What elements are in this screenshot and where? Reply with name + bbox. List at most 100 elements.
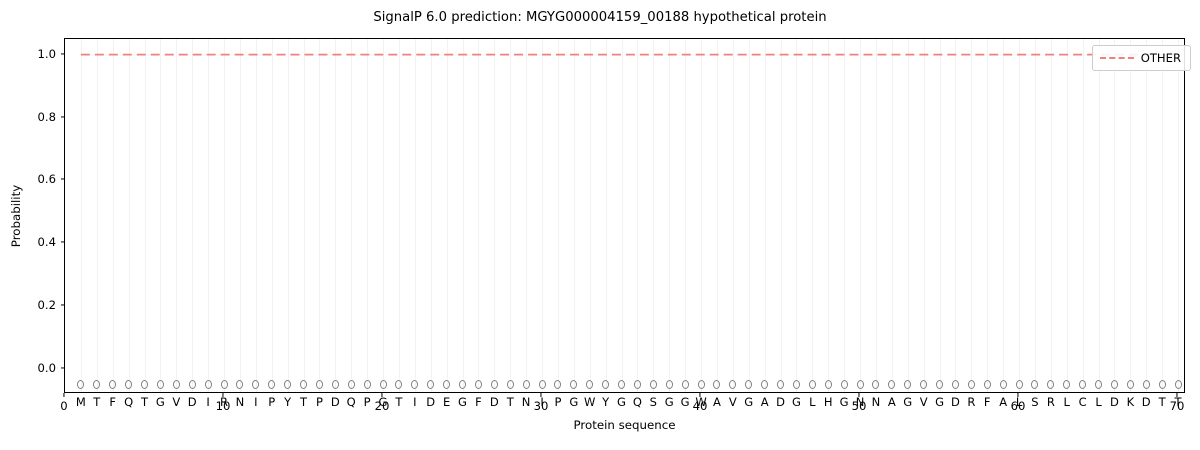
gridline-vertical [430, 39, 432, 392]
residue-marker [347, 380, 355, 390]
residue-marker [172, 380, 180, 390]
gridline-vertical [398, 39, 400, 392]
gridline-vertical [112, 39, 114, 392]
residue-marker [522, 380, 530, 390]
gridline-vertical [701, 39, 703, 392]
residue-marker [888, 380, 896, 390]
residue-marker [1079, 380, 1087, 390]
y-tick-label: 1.0 [37, 46, 56, 61]
x-axis: 0 10 20 30 40 50 60 70 [60, 393, 1185, 423]
gridline-vertical [923, 39, 925, 392]
residue-marker [586, 380, 594, 390]
gridline-vertical [939, 39, 941, 392]
x-tick-mark [222, 393, 224, 397]
gridline-vertical [144, 39, 146, 392]
gridline-vertical [1162, 39, 1164, 392]
chart-legend: OTHER [1091, 45, 1191, 71]
gridlines [65, 39, 1184, 392]
residue-marker [490, 380, 498, 390]
gridline-vertical [971, 39, 973, 392]
residue-marker [570, 380, 578, 390]
residue-marker [1063, 380, 1071, 390]
residue-marker [284, 380, 292, 390]
x-tick-label: 20 [374, 399, 390, 413]
gridline-vertical [907, 39, 909, 392]
residue-marker [125, 380, 133, 390]
residue-marker [538, 380, 546, 390]
x-tick-label: 50 [851, 399, 867, 413]
residue-marker [920, 380, 928, 390]
residue-marker [427, 380, 435, 390]
gridline-vertical [80, 39, 82, 392]
gridline-vertical [732, 39, 734, 392]
gridline-vertical [1050, 39, 1052, 392]
y-tick-mark [60, 53, 64, 55]
residue-marker [713, 380, 721, 390]
residue-marker [268, 380, 276, 390]
residue-marker [761, 380, 769, 390]
residue-marker [1110, 380, 1118, 390]
residue-marker [983, 380, 991, 390]
y-tick-mark [60, 115, 64, 118]
y-tick-label: 0.6 [37, 172, 56, 187]
residue-marker [554, 380, 562, 390]
residue-marker [109, 380, 117, 390]
residue-marker [459, 380, 467, 390]
series-layer [80, 53, 1177, 56]
residue-marker [633, 380, 641, 390]
residue-marker [665, 380, 673, 390]
residue-marker [252, 380, 260, 390]
residue-marker [792, 380, 800, 390]
legend-label-other: OTHER [1140, 51, 1181, 65]
residue-marker [188, 380, 196, 390]
gridline-vertical [335, 39, 337, 392]
gridline-vertical [812, 39, 814, 392]
residue-marker [618, 380, 626, 390]
page-title: SignalP 6.0 prediction: MGYG000004159_00… [373, 10, 827, 25]
gridline-vertical [351, 39, 353, 392]
gridline-vertical [160, 39, 162, 392]
residue-marker [1015, 380, 1023, 390]
gridline-vertical [542, 39, 544, 392]
residue-marker [1095, 380, 1103, 390]
gridline-vertical [1178, 39, 1180, 392]
gridline-vertical [748, 39, 750, 392]
gridline-vertical [1003, 39, 1005, 392]
residue-marker [697, 380, 705, 390]
gridline-vertical [446, 39, 448, 392]
residue-marker [363, 380, 371, 390]
y-tick-mark [60, 367, 64, 369]
residue-marker [808, 380, 816, 390]
gridline-vertical [1130, 39, 1132, 392]
gridline-vertical [1066, 39, 1068, 392]
gridline-vertical [685, 39, 687, 392]
gridline-vertical [589, 39, 591, 392]
y-tick-label: 0.8 [37, 109, 56, 124]
gridline-vertical [1019, 39, 1021, 392]
x-axis-label: Protein sequence [573, 418, 676, 432]
residue-marker [1142, 380, 1150, 390]
gridline-vertical [764, 39, 766, 392]
residue-marker [856, 380, 864, 390]
residue-marker [681, 380, 689, 390]
gridline-vertical [271, 39, 273, 392]
gridline-vertical [176, 39, 178, 392]
residue-marker [93, 380, 101, 390]
y-axis: 0.0 0.2 0.4 0.6 0.8 1.0 [0, 38, 64, 393]
residue-marker [1031, 380, 1039, 390]
gridline-vertical [716, 39, 718, 392]
residue-marker [649, 380, 657, 390]
gridline-vertical [192, 39, 194, 392]
x-tick-label: 10 [215, 399, 231, 413]
gridline-vertical [605, 39, 607, 392]
x-tick-label: 30 [533, 399, 549, 413]
x-tick-label: 40 [692, 399, 708, 413]
residue-marker [840, 380, 848, 390]
x-tick-label: 0 [60, 399, 68, 413]
residue-marker [1174, 380, 1182, 390]
x-tick-mark [540, 393, 542, 397]
residue-marker-layer [65, 39, 1184, 392]
residue-marker [967, 380, 975, 390]
